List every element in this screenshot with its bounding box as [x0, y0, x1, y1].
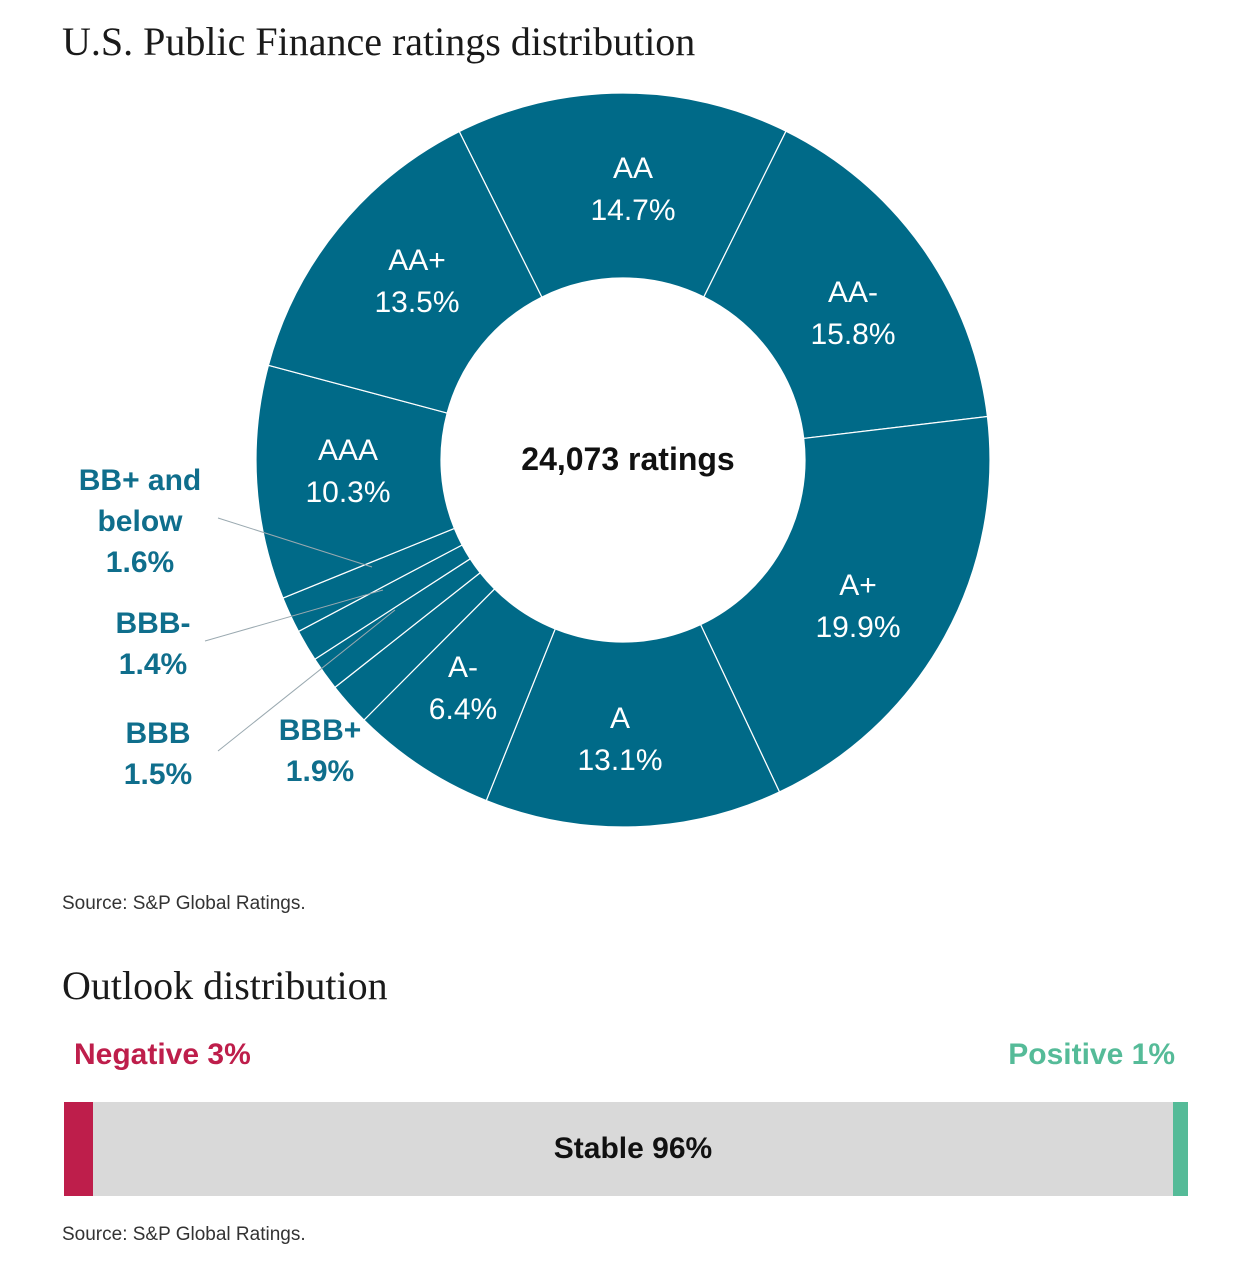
stable-segment [93, 1102, 1173, 1196]
outlook-title: Outlook distribution [62, 963, 388, 1008]
slice-a-plus [699, 415, 991, 793]
slice-label-bbb-plus: BBB+ 1.9% [279, 714, 362, 788]
slice-label-bb-plus-and-below: BB+ and below 1.6% [79, 464, 202, 579]
slice-aa [458, 92, 787, 298]
leader-line [204, 589, 384, 642]
stable-label: Stable 96% [553, 1132, 713, 1165]
center-total-label: 24,073 ratings [521, 441, 734, 477]
leader-line [217, 609, 396, 752]
positive-segment [1173, 1102, 1188, 1196]
ratings-donut-chart: AA 14.7% AA-15.8% A+ 19.9% A 13.1% A-6.4% BBB+ 1.… [79, 92, 991, 828]
slice-label-aaa: AAA 10.3% [305, 434, 390, 509]
chart-title: U.S. Public Finance ratings distribution [62, 19, 696, 64]
slice-label-a: A 13.1% [577, 702, 662, 777]
source-note: Source: S&P Global Ratings. [62, 893, 306, 914]
negative-segment [64, 1102, 93, 1196]
source-note-2: Source: S&P Global Ratings. [62, 1224, 306, 1245]
slice-aa-minus [703, 130, 989, 440]
slice-label-bbb-minus: BBB-1.4% [116, 607, 191, 681]
slice-label-aa-minus: AA-15.8% [810, 276, 895, 351]
slice-label-aa-plus: AA+ 13.5% [374, 244, 459, 319]
slice-a [485, 623, 781, 828]
slice-label-a-minus: A-6.4% [429, 651, 497, 726]
slice-aa-plus [267, 130, 543, 414]
slice-label-aa: AA 14.7% [590, 152, 675, 227]
slice-label-a-plus: A+ 19.9% [815, 569, 900, 644]
leader-line [217, 517, 373, 568]
negative-label: Negative 3% [74, 1038, 251, 1071]
outlook-bar: Stable 96% [64, 1102, 1188, 1196]
slice-label-bbb: BBB 1.5% [124, 717, 192, 791]
positive-label: Positive 1% [1008, 1038, 1175, 1071]
